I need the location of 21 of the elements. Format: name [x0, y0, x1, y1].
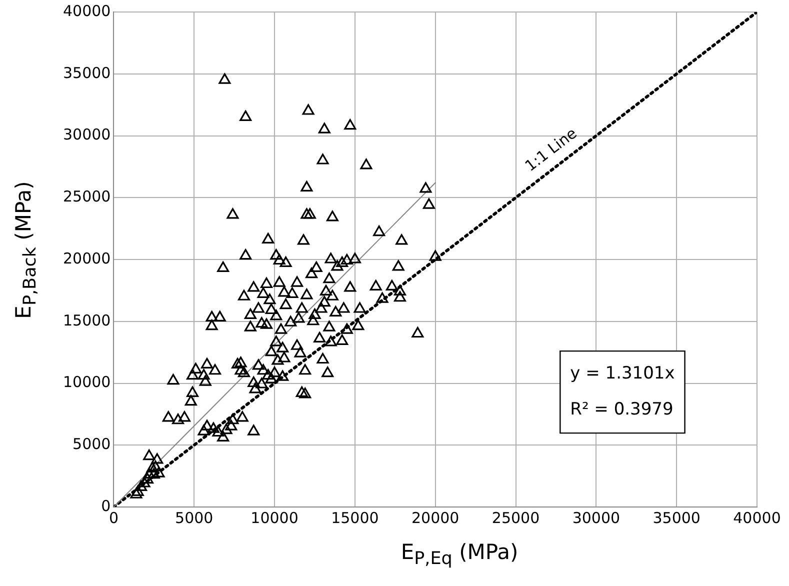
y-tick-label: 35000: [63, 64, 111, 82]
x-axis-title: E$_{P,Eq}$ (MPa): [400, 540, 520, 570]
x-tick-label: 15000: [331, 508, 379, 527]
x-tick-label: 40000: [733, 508, 781, 527]
x-tick-label: 10000: [250, 508, 298, 527]
y-tick-label: 20000: [63, 249, 111, 268]
y-tick-label: 30000: [63, 126, 111, 144]
annotation: R² = 0.3979: [570, 399, 674, 420]
annotation: y = 1.3101x: [570, 363, 675, 384]
x-tick-label: 20000: [412, 508, 460, 527]
x-tick-label: 5000: [175, 508, 214, 527]
text: 1:1 Line: [522, 124, 580, 176]
x-tick-label: 35000: [652, 508, 700, 527]
y-tick-label: 5000: [72, 435, 111, 454]
y-tick-label: 0: [101, 496, 111, 515]
y-tick-label: 40000: [63, 2, 111, 20]
y-tick-label: 10000: [63, 373, 111, 392]
y-tick-label: 25000: [63, 188, 111, 206]
x-tick-label: 30000: [572, 508, 620, 527]
x-tick-label: 25000: [492, 508, 540, 527]
y-tick-label: 15000: [63, 311, 111, 330]
